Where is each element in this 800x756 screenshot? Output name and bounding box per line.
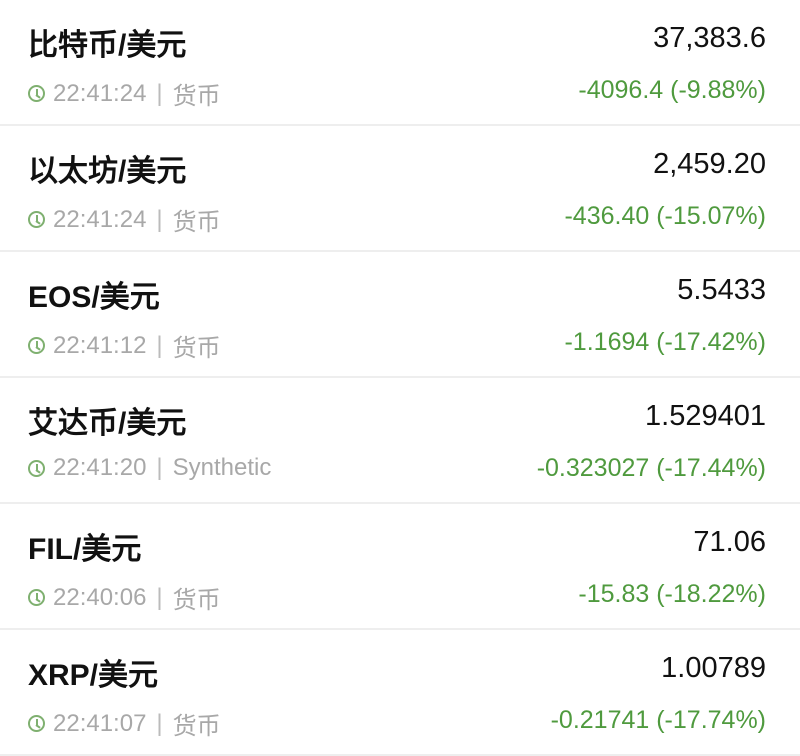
timestamp: 22:40:06 <box>53 583 147 611</box>
clock-icon <box>28 459 45 477</box>
price-change: -436.40 (-15.07%) <box>564 202 766 230</box>
price: 1.529401 <box>645 400 766 432</box>
clock-icon <box>28 337 45 354</box>
price: 1.00789 <box>661 652 766 684</box>
instrument-name: 比特币/美元 <box>28 29 187 62</box>
quote-row[interactable]: 比特币/美元 37,383.6 22:41:24 | 货币 -4096.4 (-… <box>0 0 800 126</box>
meta: 22:41:07 | 货币 <box>28 706 221 741</box>
price: 37,383.6 <box>653 22 766 54</box>
timestamp: 22:41:12 <box>53 331 147 359</box>
meta: 22:40:06 | 货币 <box>28 580 221 615</box>
quote-row[interactable]: 以太坊/美元 2,459.20 22:41:24 | 货币 -436.40 (-… <box>0 126 800 252</box>
clock-icon <box>28 211 45 228</box>
instrument-name: 以太坊/美元 <box>28 155 187 188</box>
category: 货币 <box>172 83 221 110</box>
timestamp: 22:41:07 <box>53 709 147 737</box>
quote-row[interactable]: FIL/美元 71.06 22:40:06 | 货币 -15.83 (-18.2… <box>0 504 800 630</box>
instrument-name: EOS/美元 <box>28 281 160 314</box>
instrument-name: 艾达币/美元 <box>28 407 187 440</box>
category: 货币 <box>172 587 221 614</box>
separator: | <box>156 454 163 481</box>
timestamp: 22:41:20 <box>53 454 147 481</box>
category: 货币 <box>172 335 221 362</box>
quote-row[interactable]: EOS/美元 5.5433 22:41:12 | 货币 -1.1694 (-17… <box>0 252 800 378</box>
price-change: -0.323027 (-17.44%) <box>536 454 766 482</box>
timestamp: 22:41:24 <box>53 205 147 233</box>
price-change: -15.83 (-18.22%) <box>578 580 766 608</box>
price-change: -0.21741 (-17.74%) <box>550 706 766 734</box>
meta: 22:41:12 | 货币 <box>28 328 221 363</box>
meta: 22:41:24 | 货币 <box>28 202 221 237</box>
category: 货币 <box>172 713 221 740</box>
clock-icon <box>28 589 45 606</box>
timestamp: 22:41:24 <box>53 79 147 107</box>
clock-icon <box>28 85 45 102</box>
quote-row[interactable]: 艾达币/美元 1.529401 22:41:20 | Synthetic -0.… <box>0 378 800 504</box>
separator: | <box>156 331 163 359</box>
price-change: -4096.4 (-9.88%) <box>578 76 766 104</box>
separator: | <box>156 709 163 737</box>
instrument-name: XRP/美元 <box>28 659 159 692</box>
separator: | <box>156 583 163 611</box>
price: 71.06 <box>693 526 766 558</box>
category: 货币 <box>172 209 221 236</box>
price: 2,459.20 <box>653 148 766 180</box>
quote-row[interactable]: XRP/美元 1.00789 22:41:07 | 货币 -0.21741 (-… <box>0 630 800 756</box>
meta: 22:41:24 | 货币 <box>28 76 221 111</box>
separator: | <box>156 79 163 107</box>
price-change: -1.1694 (-17.42%) <box>564 328 766 356</box>
clock-icon <box>28 715 45 732</box>
separator: | <box>156 205 163 233</box>
price: 5.5433 <box>677 274 766 306</box>
category: Synthetic <box>172 454 272 481</box>
meta: 22:41:20 | Synthetic <box>28 454 271 482</box>
instrument-name: FIL/美元 <box>28 533 142 566</box>
